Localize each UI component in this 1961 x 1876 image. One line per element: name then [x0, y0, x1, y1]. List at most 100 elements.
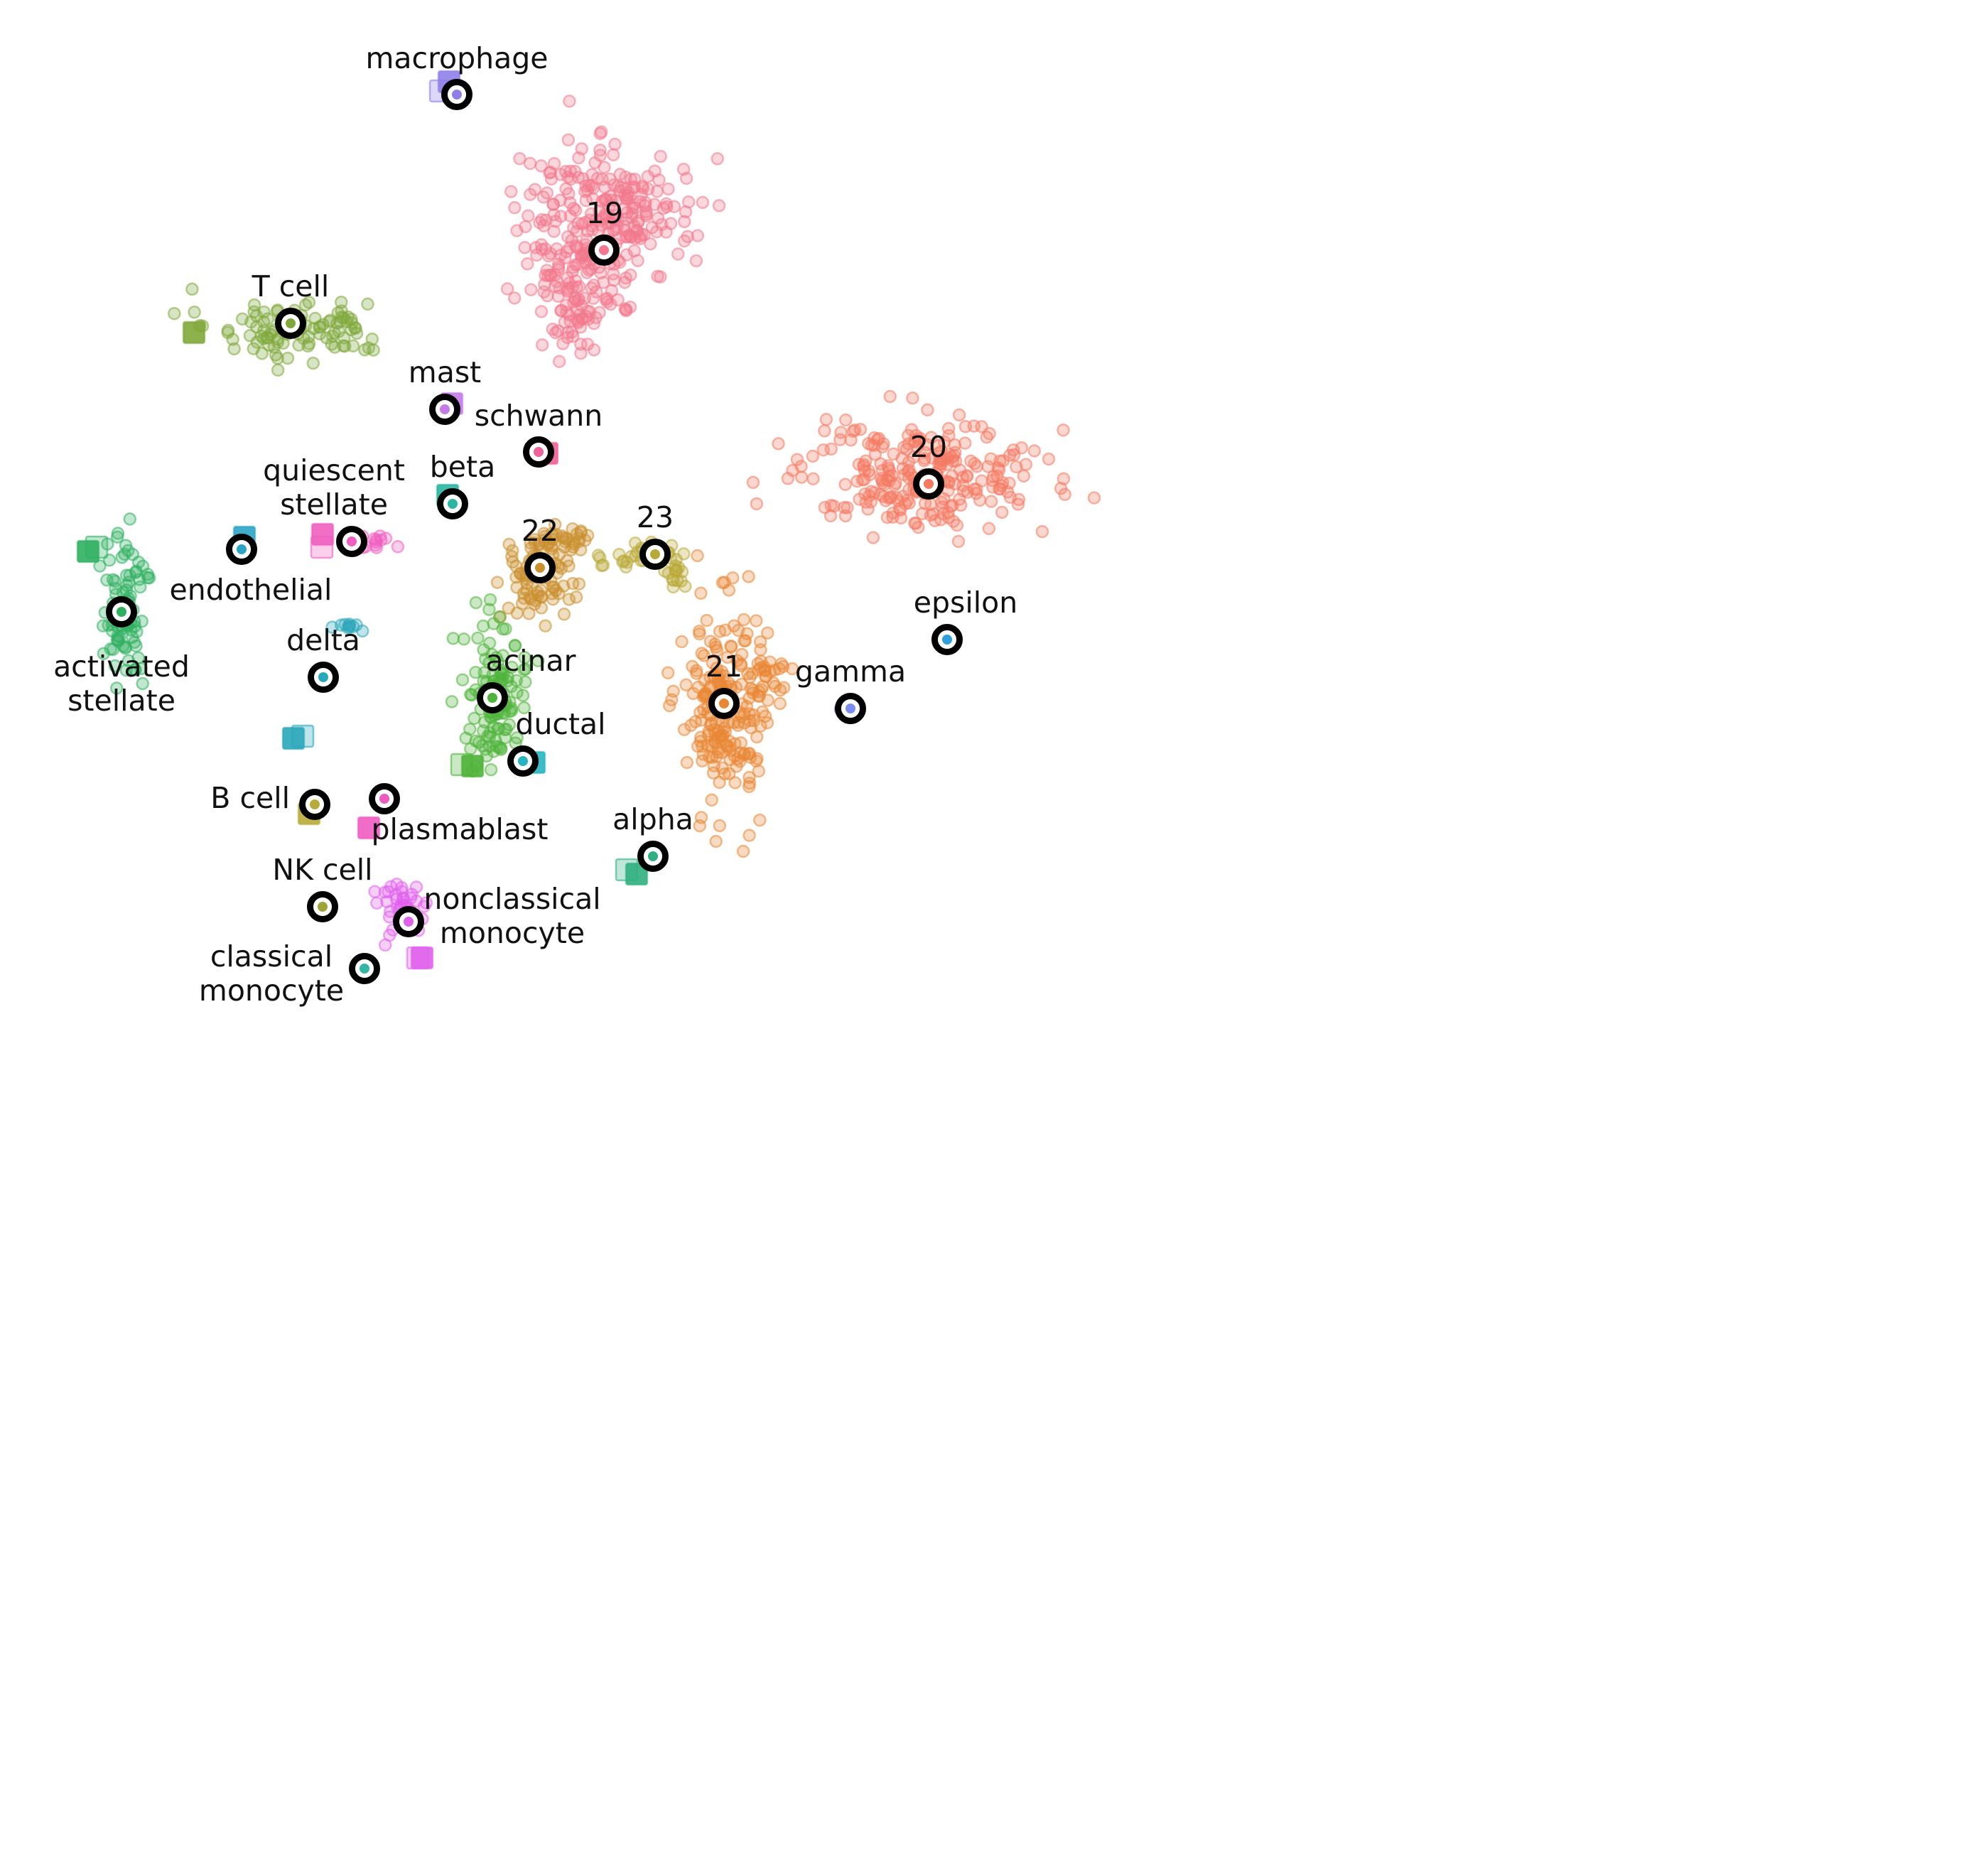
centroid-dot-delta: [318, 672, 328, 682]
point-20: [924, 431, 938, 444]
point-t-cell: [345, 316, 359, 330]
point-22: [545, 542, 559, 556]
point-19: [593, 143, 607, 157]
point-21: [750, 730, 764, 744]
point-20: [1010, 460, 1023, 474]
cluster-label-nk-cell: NK cell: [272, 853, 372, 887]
point-19: [571, 316, 585, 330]
point-21: [661, 666, 675, 680]
point-20: [1057, 472, 1071, 485]
point-21: [742, 707, 756, 721]
point-19: [569, 240, 583, 254]
point-t-cell: [313, 327, 327, 341]
point-20: [892, 502, 907, 516]
point-19: [711, 152, 725, 166]
point-22: [534, 601, 549, 615]
point-acinar: [465, 688, 479, 702]
point-19: [534, 238, 549, 252]
point-t-cell: [328, 340, 342, 354]
point-21: [694, 586, 708, 600]
point-19: [575, 142, 588, 156]
point-activated-stellate: [121, 654, 136, 668]
point-19: [587, 279, 601, 292]
point-22: [490, 576, 504, 589]
centroid-dot-beta: [448, 499, 458, 509]
point-20: [834, 426, 848, 439]
point-20: [1042, 452, 1056, 466]
point-21: [738, 634, 752, 647]
point-acinar: [477, 666, 491, 679]
point-activated-stellate: [108, 574, 122, 588]
point-acinar: [482, 603, 496, 616]
point-21: [677, 723, 691, 736]
point-22: [546, 532, 560, 546]
point-activated-stellate: [120, 578, 134, 592]
point-20: [984, 495, 998, 508]
point-20: [824, 499, 838, 512]
point-20: [883, 389, 897, 404]
point-20: [906, 391, 919, 405]
point-19: [590, 171, 605, 185]
point-19: [580, 183, 594, 198]
point-23: [674, 574, 688, 588]
point-20: [926, 451, 939, 465]
point-19: [561, 325, 575, 340]
point-20: [902, 471, 916, 485]
square-marker-activated-stellate: [85, 535, 109, 559]
point-23: [617, 554, 631, 568]
point-20: [895, 451, 909, 465]
point-20: [934, 444, 949, 458]
point-19: [556, 337, 570, 350]
point-t-cell: [227, 342, 241, 356]
point-19: [593, 126, 607, 141]
point-20: [1017, 469, 1031, 483]
point-nonclassical-monocyte: [368, 885, 382, 899]
point-22: [552, 587, 566, 600]
point-21: [711, 742, 725, 756]
point-21: [742, 770, 756, 785]
point-21: [742, 829, 756, 842]
point-activated-stellate: [119, 539, 133, 552]
point-acinar: [517, 663, 531, 676]
cluster-label-t-cell: T cell: [252, 269, 330, 303]
centroid-layer: [106, 79, 963, 984]
point-19: [541, 249, 556, 263]
point-20: [890, 491, 904, 505]
point-19: [574, 346, 588, 360]
point-23: [595, 559, 609, 573]
point-20: [839, 413, 853, 427]
centroid-dot-t-cell: [286, 318, 296, 328]
point-t-cell: [185, 282, 199, 296]
point-20: [902, 496, 917, 510]
point-19: [595, 218, 609, 232]
point-21: [693, 627, 706, 641]
point-19: [522, 209, 535, 223]
point-19: [620, 303, 633, 317]
point-20: [952, 408, 966, 422]
cluster-label-nonclassical-monocyte: nonclassical monocyte: [423, 882, 600, 950]
cluster-label-gamma: gamma: [795, 654, 906, 689]
point-20: [995, 505, 1009, 519]
point-21: [726, 571, 740, 585]
point-22: [522, 607, 536, 620]
point-19: [550, 242, 563, 256]
point-19: [691, 229, 705, 242]
point-22: [502, 601, 516, 615]
point-21: [742, 780, 756, 794]
point-20: [818, 424, 831, 438]
point-19: [655, 217, 669, 232]
point-quiescent-stellate: [379, 532, 393, 545]
cluster-label-schwann: schwann: [475, 399, 603, 433]
point-20: [850, 474, 864, 488]
point-20: [928, 514, 942, 527]
point-20: [806, 472, 820, 485]
centroid-dot-mast: [440, 404, 450, 414]
point-activated-stellate: [134, 662, 148, 676]
point-activated-stellate: [108, 659, 122, 673]
point-19: [508, 201, 522, 215]
point-19: [613, 168, 627, 181]
point-t-cell: [249, 309, 264, 323]
point-20: [941, 506, 955, 519]
cluster-label-quiescent-stellate: quiescent stellate: [263, 453, 405, 522]
point-19: [530, 248, 544, 262]
